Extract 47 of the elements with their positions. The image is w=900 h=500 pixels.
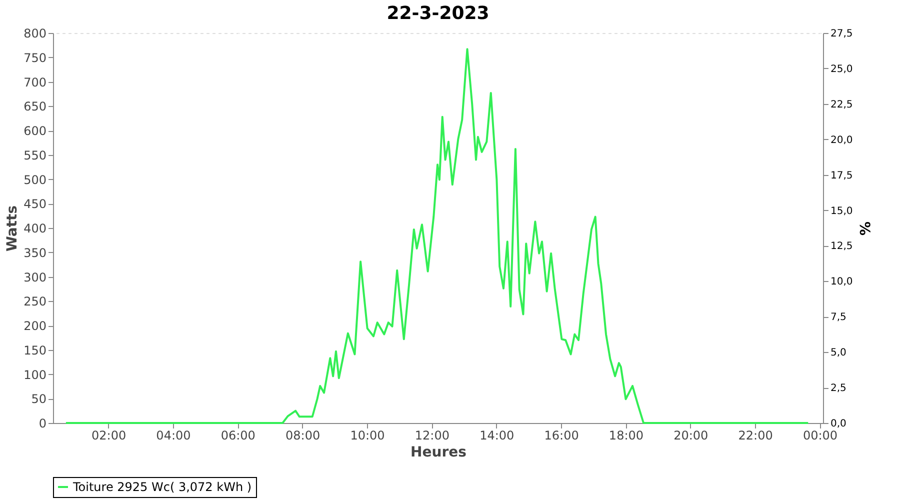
x-tick-label: 14:00 bbox=[480, 428, 514, 442]
x-axis-title: Heures bbox=[410, 444, 466, 460]
x-tick-label: 10:00 bbox=[350, 428, 385, 442]
y-tick-label: 650 bbox=[24, 100, 46, 114]
x-tick-label: 00:00 bbox=[802, 428, 838, 442]
y-tick-label: 550 bbox=[24, 148, 46, 162]
y-tick-label: 400 bbox=[24, 222, 46, 236]
chart-title: 22-3-2023 bbox=[386, 3, 490, 24]
y-tick-label: 200 bbox=[24, 319, 46, 333]
y-axis-title: Watts bbox=[4, 205, 21, 252]
x-tick-label: 04:00 bbox=[156, 428, 191, 442]
y-tick-label: 0 bbox=[38, 416, 46, 430]
y2-tick-label: 22,5 bbox=[830, 99, 853, 110]
x-tick-label: 22:00 bbox=[738, 428, 773, 442]
y2-tick-label: 5,0 bbox=[830, 348, 846, 359]
y-tick-label: 600 bbox=[24, 124, 46, 138]
x-tick-label: 18:00 bbox=[608, 428, 644, 442]
y2-tick-label: 10,0 bbox=[830, 276, 853, 288]
y-tick-label: 800 bbox=[24, 26, 46, 40]
y-tick-label: 750 bbox=[24, 50, 46, 65]
x-tick-label: 20:00 bbox=[674, 428, 708, 442]
y2-tick-label: 27,5 bbox=[830, 28, 853, 40]
y-tick-label: 500 bbox=[24, 172, 46, 187]
x-tick-label: 12:00 bbox=[414, 428, 450, 442]
x-tick-label: 16:00 bbox=[544, 428, 579, 442]
y2-axis-title: % bbox=[856, 221, 872, 236]
y-tick-label: 100 bbox=[24, 368, 46, 382]
x-tick-label: 06:00 bbox=[220, 428, 256, 442]
y2-tick-label: 15,0 bbox=[830, 206, 853, 217]
y-tick-label: 150 bbox=[24, 343, 46, 358]
y-tick-label: 300 bbox=[24, 270, 46, 284]
y2-tick-label: 12,5 bbox=[830, 241, 853, 252]
y-tick-label: 250 bbox=[24, 294, 46, 309]
y2-tick-label: 25,0 bbox=[830, 64, 853, 75]
y2-tick-label: 0,0 bbox=[830, 418, 846, 430]
line-series bbox=[64, 48, 810, 424]
y-tick-label: 50 bbox=[31, 392, 46, 406]
y2-tick-label: 17,5 bbox=[830, 170, 853, 182]
x-tick-label: 08:00 bbox=[286, 428, 320, 442]
y2-tick-label: 2,5 bbox=[830, 383, 846, 394]
x-tick-label: 02:00 bbox=[92, 428, 126, 442]
y-tick-label: 700 bbox=[24, 75, 46, 90]
y2-tick-label: 7,5 bbox=[830, 312, 846, 324]
y-tick-label: 450 bbox=[24, 197, 46, 212]
legend-label: Toiture 2925 Wc( 3,072 kWh ) bbox=[72, 480, 252, 494]
y-tick-label: 350 bbox=[24, 246, 46, 260]
y2-tick-label: 20,0 bbox=[830, 134, 853, 146]
